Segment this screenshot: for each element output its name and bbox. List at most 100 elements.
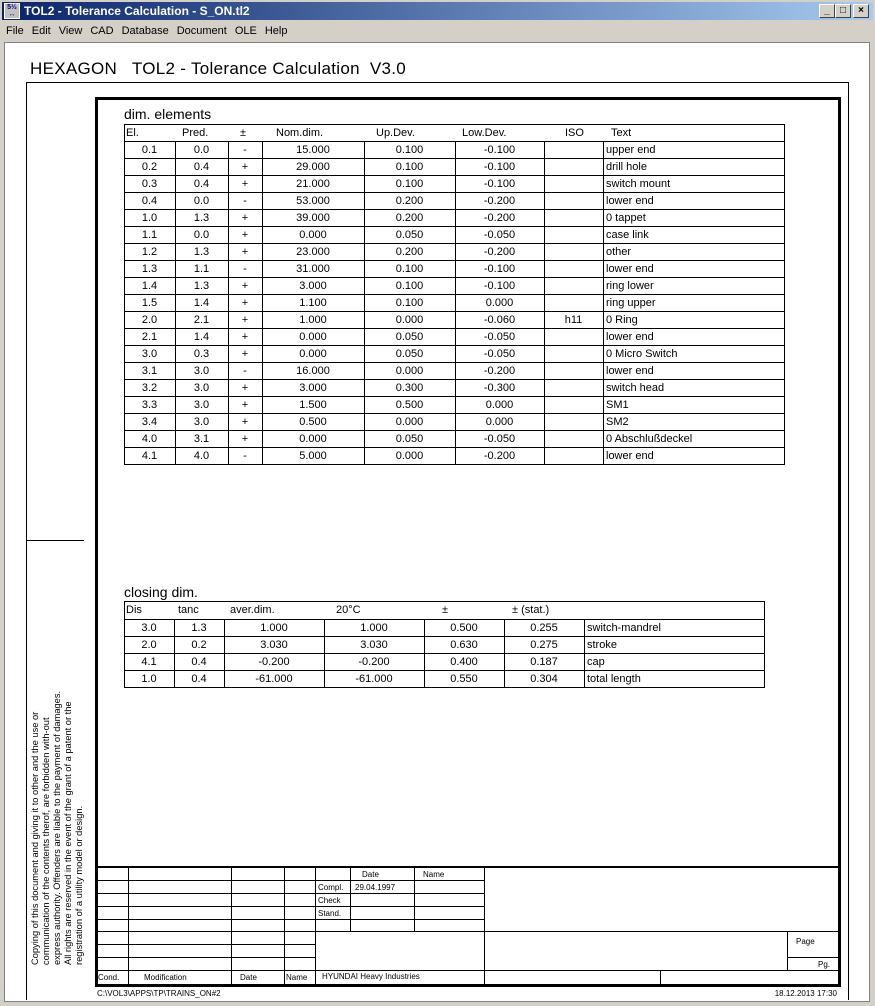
column-divider [228, 294, 229, 311]
menu-cad[interactable]: CAD [90, 25, 114, 37]
column-divider [174, 653, 175, 670]
row-divider [98, 893, 315, 894]
table-cell: + [241, 433, 249, 445]
column-divider [174, 636, 175, 653]
table-cell: 23.000 [296, 246, 330, 258]
menu-bar: File Edit View CAD Database Document OLE Help [2, 22, 873, 41]
column-divider [262, 158, 263, 175]
row-divider [124, 311, 784, 312]
page-box-split [787, 957, 838, 958]
table-cell: + [241, 416, 249, 428]
column-divider [224, 619, 225, 636]
table-cell: 1.3 [191, 622, 207, 634]
menu-view[interactable]: View [58, 25, 83, 37]
table-cell: 0.187 [530, 656, 558, 668]
column-divider [455, 362, 456, 379]
column-divider [228, 447, 229, 464]
table-cell: 0 Micro Switch [606, 348, 678, 360]
column-divider [455, 192, 456, 209]
close-button[interactable]: × [853, 4, 869, 18]
table-cell: 3.4 [141, 416, 158, 428]
mod-name-label: Name [286, 973, 308, 982]
table-cell: 0.300 [395, 382, 424, 394]
column-divider [544, 311, 545, 328]
column-divider [544, 141, 545, 158]
column-divider [228, 158, 229, 175]
column-divider [455, 447, 456, 464]
title-bar[interactable]: 5½ ↔ TOL2 - Tolerance Calculation - S_ON.… [2, 2, 873, 20]
table-cell: 3.1 [141, 365, 158, 377]
column-divider [603, 379, 604, 396]
table-cell: -0.100 [483, 280, 516, 292]
column-divider [175, 362, 176, 379]
row-divider [315, 906, 485, 907]
table-cell: 0.050 [395, 331, 424, 343]
column-divider [175, 226, 176, 243]
column-divider [224, 670, 225, 687]
column-divider [364, 362, 365, 379]
row-divider [315, 931, 485, 932]
menu-document[interactable]: Document [176, 25, 227, 37]
column-divider [262, 260, 263, 277]
table-cell: 0.000 [299, 229, 327, 241]
column-divider [603, 311, 604, 328]
column-divider [584, 670, 585, 687]
table-cell: 0.0 [193, 229, 210, 241]
column-divider [175, 141, 176, 158]
row-divider [315, 893, 485, 894]
table-cell: -0.200 [258, 656, 290, 668]
row-divider [124, 209, 784, 210]
menu-help[interactable]: Help [264, 25, 288, 37]
column-divider [262, 379, 263, 396]
column-divider [455, 209, 456, 226]
column-divider [228, 141, 229, 158]
table-cell: + [241, 382, 249, 394]
row-divider [98, 931, 315, 932]
column-divider [228, 311, 229, 328]
column-divider [544, 345, 545, 362]
table-cell: + [241, 178, 249, 190]
table-cell: 0.100 [395, 178, 424, 190]
app-icon[interactable]: 5½ ↔ [4, 3, 20, 19]
row-divider [124, 328, 784, 329]
column-header: Nom.dim. [276, 127, 324, 139]
table-cell: 1.500 [299, 399, 327, 411]
table-cell: 21.000 [296, 178, 330, 190]
row-divider [124, 636, 764, 637]
row-divider [98, 880, 315, 881]
row-divider [124, 345, 784, 346]
column-divider [262, 243, 263, 260]
table-cell: 4.0 [141, 433, 158, 445]
table-cell: 0.100 [395, 144, 424, 156]
row-divider [124, 192, 784, 193]
column-divider [455, 328, 456, 345]
table-cell: 0.500 [299, 416, 327, 428]
column-divider [364, 192, 365, 209]
margin-divider [26, 540, 84, 541]
table-cell: + [241, 212, 249, 224]
table-cell: 0.000 [485, 416, 514, 428]
row-divider [98, 970, 315, 971]
table-cell: 0.0 [193, 144, 210, 156]
row-divider [315, 880, 485, 881]
menu-ole[interactable]: OLE [234, 25, 257, 37]
column-divider [364, 311, 365, 328]
maximize-button[interactable]: □ [835, 4, 851, 18]
table-cell: lower end [606, 195, 654, 207]
table-cell: 0.4 [193, 161, 210, 173]
row-divider [124, 277, 784, 278]
table-cell: 39.000 [296, 212, 330, 224]
table-cell: 0.200 [395, 246, 424, 258]
column-divider [544, 362, 545, 379]
title-block-top [95, 866, 841, 868]
table-cell: 16.000 [296, 365, 330, 377]
menu-edit[interactable]: Edit [31, 25, 51, 37]
minimize-button[interactable]: _ [819, 4, 835, 18]
column-divider [504, 636, 505, 653]
menu-database[interactable]: Database [121, 25, 169, 37]
column-divider [584, 636, 585, 653]
table-cell: ring lower [606, 280, 654, 292]
column-divider [414, 867, 415, 931]
table-cell: 1.3 [193, 280, 210, 292]
menu-file[interactable]: File [6, 25, 24, 37]
